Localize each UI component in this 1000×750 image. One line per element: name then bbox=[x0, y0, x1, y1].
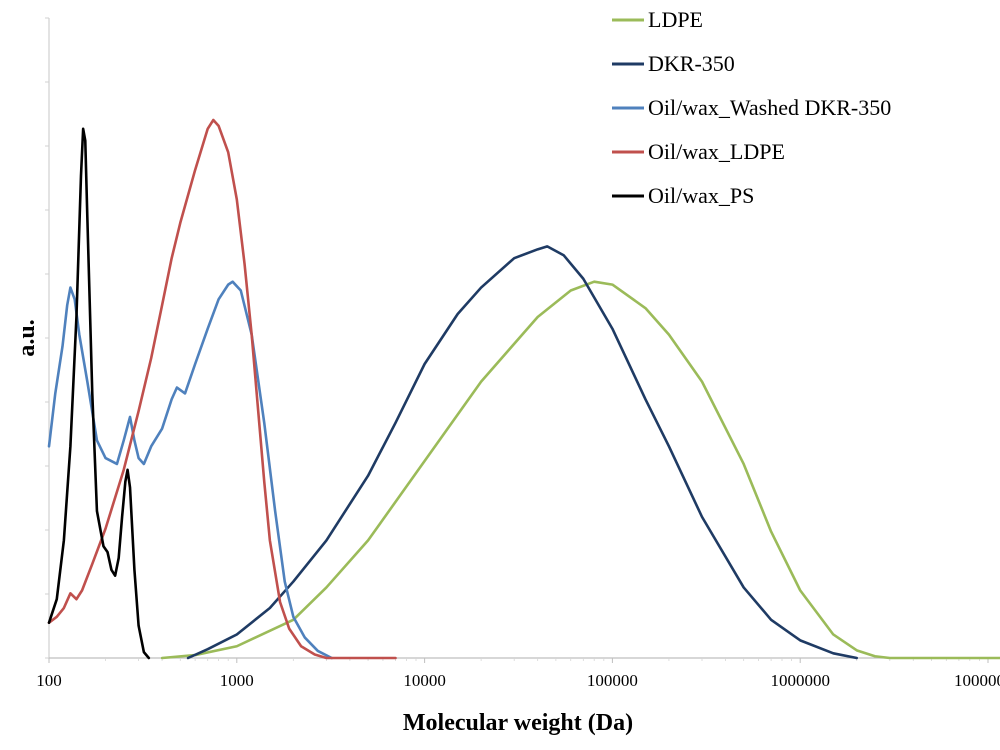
x-tick-label: 100000 bbox=[587, 671, 638, 690]
series-line-oil-wax-washed-dkr-350 bbox=[47, 280, 333, 660]
x-tick-label: 10000000 bbox=[954, 671, 1000, 690]
x-axis-tick-labels: 100 1000 10000 100000 1000000 10000000 bbox=[36, 671, 1000, 690]
x-tick-label: 100 bbox=[36, 671, 62, 690]
x-tick-label: 1000000 bbox=[770, 671, 830, 690]
series-line-dkr-350 bbox=[186, 245, 859, 660]
series-line-oil-wax-ldpe bbox=[47, 118, 397, 660]
y-axis-title: a.u. bbox=[14, 319, 40, 356]
legend-label-oil-wax-washed-dkr-350: Oil/wax_Washed DKR-350 bbox=[648, 95, 891, 120]
legend-label-ldpe: LDPE bbox=[648, 7, 703, 32]
x-tick-label: 1000 bbox=[220, 671, 254, 690]
plot-area: 100 1000 10000 100000 1000000 10000000 bbox=[36, 17, 1000, 690]
series-line-ldpe bbox=[160, 280, 1000, 660]
x-axis-title: Molecular weight (Da) bbox=[403, 710, 633, 736]
legend: LDPE DKR-350 Oil/wax_Washed DKR-350 Oil/wax… bbox=[612, 7, 891, 208]
y-axis-ticks bbox=[45, 17, 49, 659]
x-axis-ticks bbox=[48, 658, 989, 663]
legend-label-oil-wax-ldpe: Oil/wax_LDPE bbox=[648, 139, 785, 164]
series-line-oil-wax-ps bbox=[47, 127, 151, 660]
legend-label-oil-wax-ps: Oil/wax_PS bbox=[648, 183, 754, 208]
x-tick-label: 10000 bbox=[403, 671, 446, 690]
series-lines bbox=[47, 118, 1000, 660]
legend-label-dkr-350: DKR-350 bbox=[648, 51, 735, 76]
